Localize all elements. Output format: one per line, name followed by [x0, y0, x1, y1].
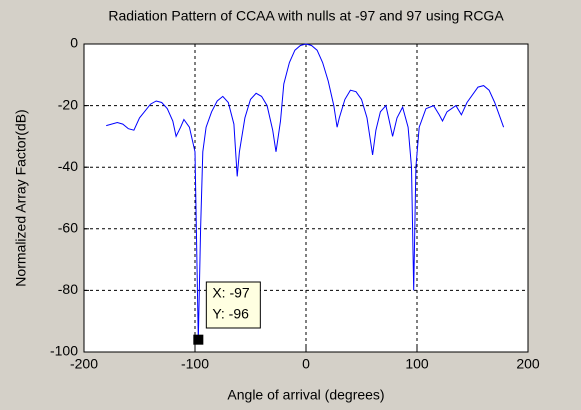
- y-axis-label: Normalized Array Factor(dB): [13, 109, 29, 286]
- x-tick-label: 100: [405, 356, 429, 372]
- x-tick-label: -200: [70, 356, 98, 372]
- chart-title: Radiation Pattern of CCAA with nulls at …: [108, 8, 504, 24]
- x-tick-label: 0: [302, 356, 310, 372]
- datatip-marker: [193, 334, 204, 345]
- y-tick-label: -20: [58, 96, 78, 112]
- line: [106, 43, 505, 340]
- x-axis-label: Angle of arrival (degrees): [227, 387, 384, 403]
- datatip-box: [205, 281, 261, 329]
- plot-area: [84, 44, 528, 352]
- y-tick-label: -60: [58, 220, 78, 236]
- y-tick-label: -40: [58, 158, 78, 174]
- datatip-y: Y: -96: [212, 306, 249, 322]
- y-tick-label: 0: [70, 35, 78, 51]
- y-tick-label: -80: [58, 281, 78, 297]
- y-tick-label: -100: [50, 343, 78, 359]
- x-tick-label: 200: [516, 356, 540, 372]
- datatip-x: X: -97: [212, 285, 250, 301]
- x-tick-label: -100: [181, 356, 209, 372]
